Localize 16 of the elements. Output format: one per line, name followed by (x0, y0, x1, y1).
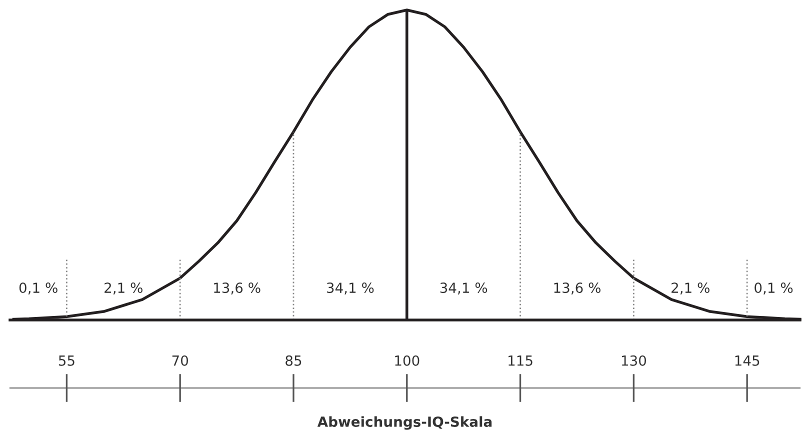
x-tick-label: 85 (286, 355, 302, 366)
x-axis-title: Abweichungs-IQ-Skala (317, 416, 492, 430)
annotation: 0,1 % (19, 282, 58, 294)
annotation: 34,1 % (440, 282, 488, 294)
x-tick-label: 55 (58, 356, 74, 366)
x-tick-label: 115 (508, 356, 532, 366)
x-tick-label: 70 (172, 355, 188, 366)
annotation: 34,1 % (326, 282, 374, 294)
annotation: 0,1 % (754, 282, 793, 294)
x-tick-label: 130 (622, 355, 646, 366)
x-tick-label: 100 (395, 355, 420, 366)
annotation: 2,1 % (104, 282, 142, 294)
annotation: 2,1 % (672, 282, 710, 294)
annotation: 13,6 % (554, 282, 600, 294)
annotation: 13,6 % (214, 282, 260, 294)
x-tick-label: 145 (735, 356, 760, 366)
